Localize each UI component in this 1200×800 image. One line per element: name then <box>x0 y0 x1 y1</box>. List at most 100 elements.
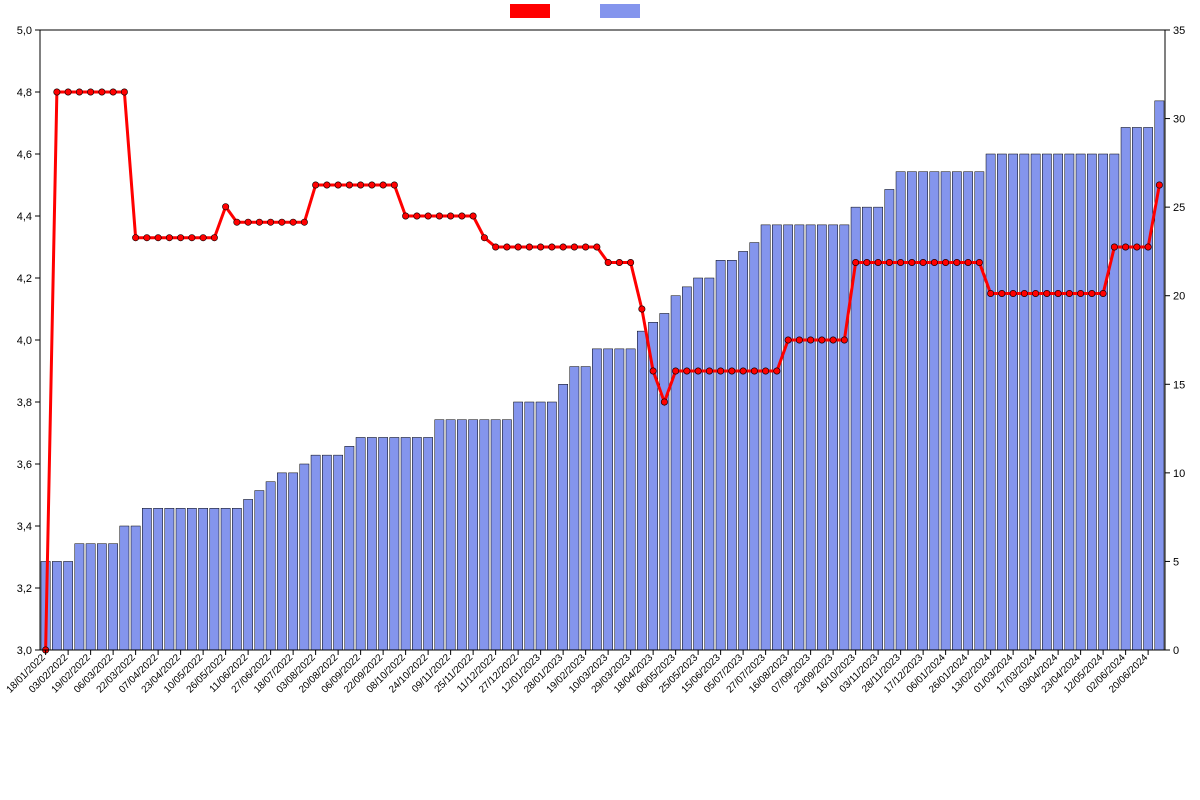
marker <box>155 235 161 241</box>
marker <box>121 89 127 95</box>
marker <box>672 368 678 374</box>
bar <box>120 526 129 650</box>
marker <box>875 259 881 265</box>
y-left-tick-label: 3,0 <box>17 645 32 657</box>
marker <box>1044 290 1050 296</box>
marker <box>582 244 588 250</box>
marker <box>200 235 206 241</box>
bar <box>581 367 590 650</box>
y-right-tick-label: 0 <box>1173 645 1179 657</box>
bar <box>502 420 511 650</box>
y-right-tick-label: 5 <box>1173 556 1179 568</box>
bar <box>1020 154 1029 650</box>
marker <box>222 204 228 210</box>
marker <box>99 89 105 95</box>
bar <box>626 349 635 650</box>
marker <box>1066 290 1072 296</box>
marker <box>1077 290 1083 296</box>
bar <box>480 420 489 650</box>
bar <box>840 225 849 650</box>
bar <box>930 172 939 650</box>
bar <box>525 402 534 650</box>
marker <box>76 89 82 95</box>
marker <box>976 259 982 265</box>
marker <box>605 259 611 265</box>
bar <box>109 544 118 650</box>
marker <box>740 368 746 374</box>
marker <box>144 235 150 241</box>
bar <box>514 402 523 650</box>
marker <box>717 368 723 374</box>
bar <box>536 402 545 650</box>
marker <box>864 259 870 265</box>
marker <box>1032 290 1038 296</box>
bar <box>750 243 759 650</box>
bar <box>266 482 275 650</box>
bar <box>232 508 241 650</box>
bar <box>604 349 613 650</box>
y-left-tick-label: 4,0 <box>17 335 32 347</box>
marker <box>256 219 262 225</box>
marker <box>279 219 285 225</box>
bar <box>446 420 455 650</box>
marker <box>481 235 487 241</box>
bar <box>637 331 646 650</box>
y-right-tick-label: 20 <box>1173 291 1185 303</box>
marker <box>492 244 498 250</box>
bar <box>86 544 95 650</box>
y-left-tick-label: 4,6 <box>17 149 32 161</box>
y-right-tick-label: 30 <box>1173 114 1185 126</box>
bar <box>885 189 894 650</box>
marker <box>616 259 622 265</box>
bar <box>345 446 354 650</box>
bar <box>829 225 838 650</box>
marker <box>762 368 768 374</box>
y-left-tick-label: 4,4 <box>17 211 32 223</box>
bar <box>1121 127 1130 650</box>
bar <box>784 225 793 650</box>
marker <box>954 259 960 265</box>
bar <box>244 499 253 650</box>
marker <box>526 244 532 250</box>
marker <box>639 306 645 312</box>
marker <box>729 368 735 374</box>
marker <box>594 244 600 250</box>
marker <box>459 213 465 219</box>
marker <box>166 235 172 241</box>
marker <box>189 235 195 241</box>
marker <box>301 219 307 225</box>
bar <box>165 508 174 650</box>
bar <box>334 455 343 650</box>
marker <box>897 259 903 265</box>
bar <box>379 437 388 650</box>
bar <box>772 225 781 650</box>
legend-swatch-line <box>510 4 550 18</box>
combo-chart: 3,03,23,43,63,84,04,24,44,64,85,00510152… <box>0 0 1200 800</box>
marker <box>1089 290 1095 296</box>
bar <box>1087 154 1096 650</box>
marker <box>211 235 217 241</box>
bar <box>142 508 151 650</box>
marker <box>807 337 813 343</box>
marker <box>357 182 363 188</box>
marker <box>841 337 847 343</box>
marker <box>965 259 971 265</box>
marker <box>65 89 71 95</box>
bar <box>367 437 376 650</box>
bar <box>682 287 691 650</box>
bar <box>1009 154 1018 650</box>
marker <box>549 244 555 250</box>
bar <box>469 420 478 650</box>
bar <box>1132 127 1141 650</box>
marker <box>1156 182 1162 188</box>
marker <box>695 368 701 374</box>
marker <box>515 244 521 250</box>
bar <box>739 251 748 650</box>
bar <box>907 172 916 650</box>
marker <box>830 337 836 343</box>
marker <box>684 368 690 374</box>
y-left-tick-label: 3,4 <box>17 521 32 533</box>
marker <box>380 182 386 188</box>
marker <box>661 399 667 405</box>
bar <box>300 464 309 650</box>
